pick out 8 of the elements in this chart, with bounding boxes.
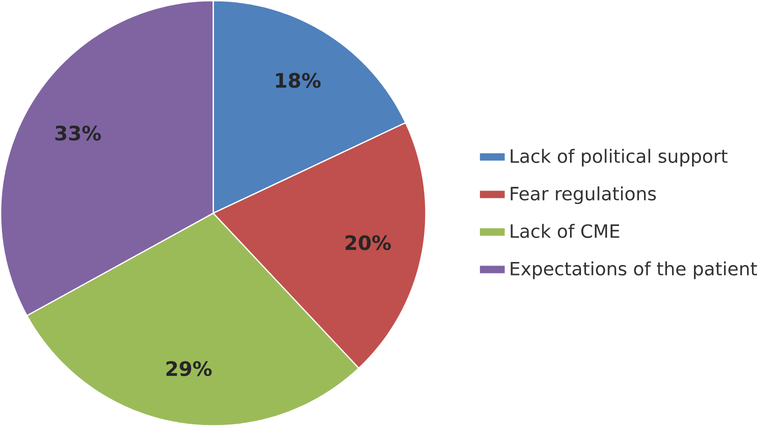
data-label: 20% xyxy=(346,235,391,250)
data-label: 29% xyxy=(166,360,212,376)
data-label: 33% xyxy=(55,125,101,140)
legend-label: Fear regulations xyxy=(510,186,656,204)
legend-label: Lack of CME xyxy=(510,224,620,238)
data-label: 18% xyxy=(276,72,321,88)
legend-label: Lack of political support xyxy=(510,148,728,166)
legend-label: Expectations of the patient xyxy=(510,261,757,279)
